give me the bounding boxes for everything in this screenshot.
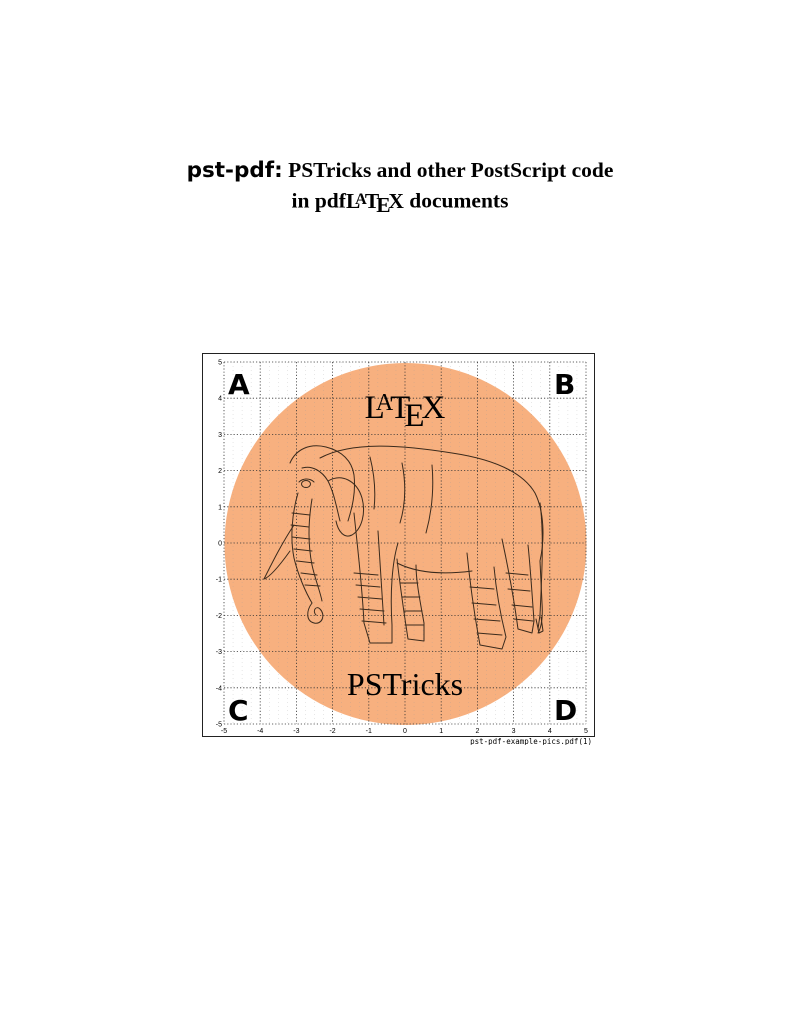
dotted-grid	[223, 361, 587, 725]
x-tick-label: -2	[329, 728, 335, 735]
x-tick-label: 1	[439, 728, 443, 735]
x-tick-label: -4	[257, 728, 263, 735]
corner-label-d: D	[554, 694, 577, 727]
x-tick-label: 3	[512, 728, 516, 735]
title-line-1-text: PSTricks and other PostScript code	[288, 158, 614, 182]
y-tick-label: 3	[218, 432, 222, 439]
y-tick-label: -5	[216, 722, 222, 729]
corner-label-b: B	[554, 368, 575, 401]
y-tick-label: 5	[218, 360, 222, 367]
title-line-2: in pdfLATEX documents	[0, 185, 800, 218]
x-tick-label: 5	[584, 728, 588, 735]
x-tick-label: -3	[293, 728, 299, 735]
corner-label-a: A	[228, 368, 250, 401]
title-line-2-prefix: in pdf	[291, 188, 346, 213]
pstricks-figure: -5 -4 -3 -2 -1 0 1 2 3 4 5 5 4 3 2 1 0 -1 -2 -3 -4 -5	[202, 353, 595, 745]
y-tick-label: 2	[218, 468, 222, 475]
corner-label-c: C	[228, 694, 249, 727]
x-tick-label: -5	[221, 728, 227, 735]
y-tick-label: -4	[216, 685, 222, 692]
latex-logo: LATEX	[345, 188, 404, 218]
y-tick-label: 0	[218, 541, 222, 548]
x-tick-label: 4	[548, 728, 552, 735]
figure-pstricks-text: PSTricks	[347, 666, 463, 702]
title-line-1: pst-pdf: PSTricks and other PostScript c…	[0, 156, 800, 185]
document-title: pst-pdf: PSTricks and other PostScript c…	[0, 156, 800, 218]
y-tick-labels: 5 4 3 2 1 0 -1 -2 -3 -4 -5	[216, 360, 222, 729]
package-name: pst-pdf:	[186, 158, 283, 183]
x-tick-labels: -5 -4 -3 -2 -1 0 1 2 3 4 5	[221, 728, 588, 735]
figure-frame	[202, 353, 595, 737]
y-tick-label: -2	[216, 613, 222, 620]
y-tick-label: -1	[216, 577, 222, 584]
title-line-2-suffix: documents	[409, 188, 509, 213]
y-tick-label: 1	[218, 504, 222, 511]
y-tick-label: 4	[218, 396, 222, 403]
y-tick-label: -3	[216, 649, 222, 656]
elephant-drawing	[263, 445, 544, 650]
x-tick-label: -1	[366, 728, 372, 735]
x-tick-label: 2	[475, 728, 479, 735]
file-caption: pst-pdf-example-pics.pdf(1)	[470, 737, 592, 745]
figure-latex-logo: LATEX	[365, 390, 446, 434]
x-tick-label: 0	[403, 728, 407, 735]
